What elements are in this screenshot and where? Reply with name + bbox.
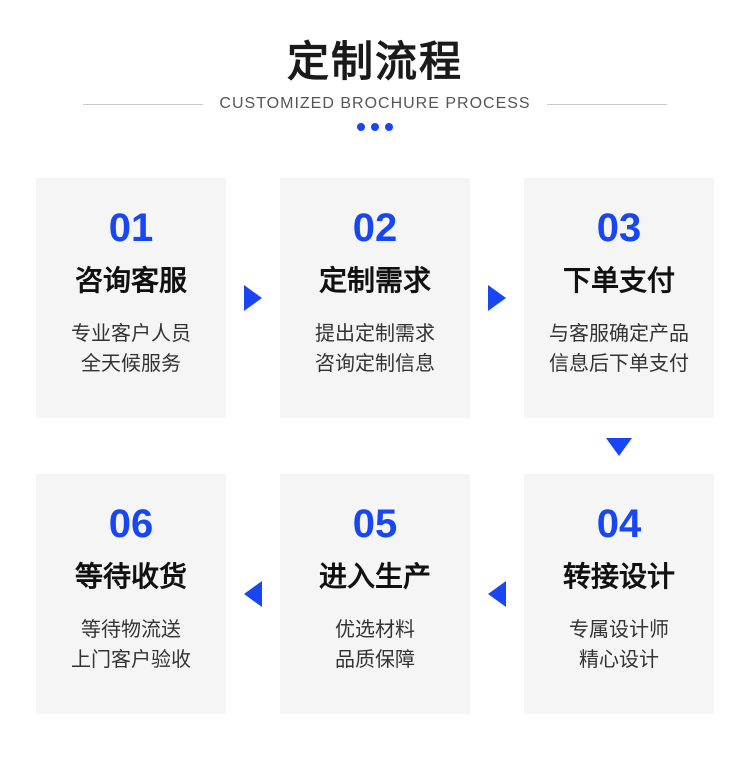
- step-title: 咨询客服: [75, 259, 187, 299]
- step-description: 等待物流送 上门客户验收: [71, 615, 191, 675]
- step-desc-line: 精心设计: [569, 645, 669, 675]
- step-number: 05: [353, 502, 398, 547]
- dot-icon: [385, 123, 393, 131]
- arrow-right-icon: [488, 285, 506, 311]
- step-desc-line: 全天候服务: [71, 349, 191, 379]
- step-card-03: 03 下单支付 与客服确定产品 信息后下单支付: [524, 178, 714, 418]
- flow-row-2: 06 等待收货 等待物流送 上门客户验收 05 进入生产 优选材料 品质保障 0…: [36, 474, 714, 714]
- step-number: 03: [597, 206, 642, 251]
- step-description: 与客服确定产品 信息后下单支付: [549, 319, 689, 379]
- step-title: 等待收货: [75, 555, 187, 595]
- arrow-down-icon: [606, 438, 632, 456]
- step-desc-line: 优选材料: [335, 615, 415, 645]
- step-desc-line: 上门客户验收: [71, 645, 191, 675]
- step-desc-line: 提出定制需求: [315, 319, 435, 349]
- step-number: 01: [109, 206, 154, 251]
- dot-icon: [357, 123, 365, 131]
- step-card-05: 05 进入生产 优选材料 品质保障: [280, 474, 470, 714]
- arrow-left-icon: [488, 581, 506, 607]
- step-description: 提出定制需求 咨询定制信息: [315, 319, 435, 379]
- step-number: 02: [353, 206, 398, 251]
- step-desc-line: 品质保障: [335, 645, 415, 675]
- step-title: 进入生产: [319, 555, 431, 595]
- header: 定制流程 CUSTOMIZED BROCHURE PROCESS: [0, 0, 750, 131]
- decorative-dots: [0, 123, 750, 131]
- step-desc-line: 与客服确定产品: [549, 319, 689, 349]
- title-english: CUSTOMIZED BROCHURE PROCESS: [203, 95, 546, 113]
- title-chinese: 定制流程: [0, 28, 750, 89]
- step-desc-line: 信息后下单支付: [549, 349, 689, 379]
- step-desc-line: 专属设计师: [569, 615, 669, 645]
- arrow-left-icon: [244, 581, 262, 607]
- step-card-04: 04 转接设计 专属设计师 精心设计: [524, 474, 714, 714]
- step-title: 转接设计: [563, 555, 675, 595]
- step-number: 04: [597, 502, 642, 547]
- step-description: 专业客户人员 全天候服务: [71, 319, 191, 379]
- flow-row-1: 01 咨询客服 专业客户人员 全天候服务 02 定制需求 提出定制需求 咨询定制…: [36, 178, 714, 418]
- step-card-01: 01 咨询客服 专业客户人员 全天候服务: [36, 178, 226, 418]
- step-description: 优选材料 品质保障: [335, 615, 415, 675]
- arrow-right-icon: [244, 285, 262, 311]
- step-desc-line: 咨询定制信息: [315, 349, 435, 379]
- step-title: 定制需求: [319, 259, 431, 299]
- step-desc-line: 专业客户人员: [71, 319, 191, 349]
- step-card-06: 06 等待收货 等待物流送 上门客户验收: [36, 474, 226, 714]
- step-number: 06: [109, 502, 154, 547]
- step-title: 下单支付: [563, 259, 675, 299]
- dot-icon: [371, 123, 379, 131]
- step-desc-line: 等待物流送: [71, 615, 191, 645]
- step-description: 专属设计师 精心设计: [569, 615, 669, 675]
- step-card-02: 02 定制需求 提出定制需求 咨询定制信息: [280, 178, 470, 418]
